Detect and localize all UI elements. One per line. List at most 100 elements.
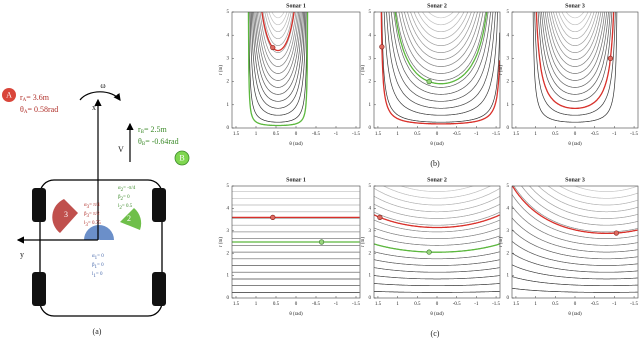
curve xyxy=(550,12,600,53)
panel: Sonar 1 0 1 2 3 4 5 1.5 1 0.5 0 -0.5 -1 -1.5 θ (rad) r … xyxy=(219,3,360,147)
panel-title: Sonar 1 xyxy=(286,177,306,183)
panel: Sonar 2 0 1 2 3 4 5 1.5 1 0.5 0 -0.5 -1 -1.5 θ (rad) r … xyxy=(361,177,501,317)
label-sub: 1 xyxy=(93,274,96,279)
x-tick-label: 0 xyxy=(295,302,298,307)
y-label: y xyxy=(20,250,24,259)
y-tick-label: 3 xyxy=(369,229,372,234)
plot-frame xyxy=(373,185,501,299)
curve xyxy=(374,291,500,293)
y-tick-label: 0 xyxy=(227,126,230,131)
label-rest: = 0.58rad xyxy=(27,105,58,114)
y-tick-label: 5 xyxy=(507,10,510,15)
curve xyxy=(247,12,309,127)
x-axis-label: θ (rad) xyxy=(430,142,444,147)
curve xyxy=(398,12,484,74)
curve xyxy=(559,186,638,199)
panel-title: Sonar 1 xyxy=(286,3,306,9)
label-sub: 2 xyxy=(121,188,124,193)
y-axis-label: r (m) xyxy=(499,237,504,247)
label-base: α xyxy=(118,186,121,191)
wheel xyxy=(152,272,166,306)
y-tick-label: 0 xyxy=(227,296,230,301)
y-tick-label: 0 xyxy=(369,296,372,301)
y-tick-label: 0 xyxy=(507,296,510,301)
point xyxy=(426,78,432,85)
curve xyxy=(248,12,308,123)
label-base: θ xyxy=(20,105,24,114)
y-tick-label: 1 xyxy=(369,274,372,279)
curves xyxy=(512,186,638,293)
y-tick-label: 4 xyxy=(227,207,230,212)
x-tick-label: -1 xyxy=(612,132,617,137)
caption: (b) xyxy=(430,159,440,168)
curves xyxy=(374,186,500,293)
curve xyxy=(561,12,589,26)
curve xyxy=(374,187,500,206)
x-tick-label: -1 xyxy=(474,302,479,307)
label: α2= -π/4 xyxy=(118,186,136,193)
curve xyxy=(374,219,500,233)
x-tick-label: 0 xyxy=(436,302,439,307)
curve xyxy=(565,12,585,19)
label-rest: = 3.6m xyxy=(26,93,50,102)
robot-body xyxy=(39,179,163,317)
x-tick-label: 0.5 xyxy=(552,132,559,137)
curve xyxy=(512,276,638,287)
label-sub: 3 xyxy=(85,223,88,228)
label: θA= 0.58rad xyxy=(20,105,58,115)
curve xyxy=(253,12,303,95)
curves xyxy=(532,12,618,123)
label: rA= 3.6m xyxy=(20,93,50,103)
curve xyxy=(553,12,597,46)
panel-title: Sonar 3 xyxy=(565,177,585,183)
x-tick-label: 1.5 xyxy=(513,132,520,137)
curve xyxy=(546,12,604,67)
y-axis-label: r (m) xyxy=(219,65,224,75)
point xyxy=(270,214,276,220)
y-tick-label: 1 xyxy=(369,103,372,108)
curve xyxy=(374,243,500,253)
label-rest: = 0 xyxy=(97,263,104,268)
curve xyxy=(539,12,611,95)
curve xyxy=(374,227,500,239)
y-tick-label: 5 xyxy=(369,184,372,189)
curve xyxy=(537,12,613,102)
curve xyxy=(374,275,500,280)
curve xyxy=(380,12,500,125)
curve xyxy=(383,12,498,116)
label-sub: 2 xyxy=(121,197,124,202)
label-base: r xyxy=(20,93,23,102)
x-tick-label: 1 xyxy=(255,302,258,307)
point xyxy=(377,214,383,220)
point xyxy=(310,138,315,143)
x-tick-label: 1.5 xyxy=(233,302,240,307)
x-tick-label: -1 xyxy=(334,132,339,137)
x-axis-label: θ (rad) xyxy=(289,312,303,317)
y-tick-label: 2 xyxy=(369,80,372,85)
curve xyxy=(374,195,500,213)
curve xyxy=(374,203,500,219)
x-tick-label: -0.5 xyxy=(453,132,461,137)
x-tick-label: -1.5 xyxy=(492,302,500,307)
label-base: r xyxy=(138,125,141,134)
y-tick-label: 2 xyxy=(227,80,230,85)
curve xyxy=(544,12,606,74)
label-rest: = 0 xyxy=(123,195,130,200)
curve xyxy=(400,186,474,192)
point-a xyxy=(2,88,16,102)
label-sub: 1 xyxy=(95,256,98,261)
point-b xyxy=(174,150,190,166)
x-tick-label: 1 xyxy=(396,302,399,307)
curve xyxy=(394,12,488,85)
curve xyxy=(422,12,460,26)
curves xyxy=(232,191,360,293)
x-tick-label: 0.5 xyxy=(273,132,280,137)
label-rest: = 2.5m xyxy=(144,125,168,134)
label-sub: B xyxy=(142,142,146,147)
point-label: A xyxy=(6,90,12,99)
x-axis-label: θ (rad) xyxy=(430,312,444,317)
x-tick-label: 0 xyxy=(295,132,298,137)
sensor-num: 2 xyxy=(127,214,131,223)
curve xyxy=(395,12,486,81)
